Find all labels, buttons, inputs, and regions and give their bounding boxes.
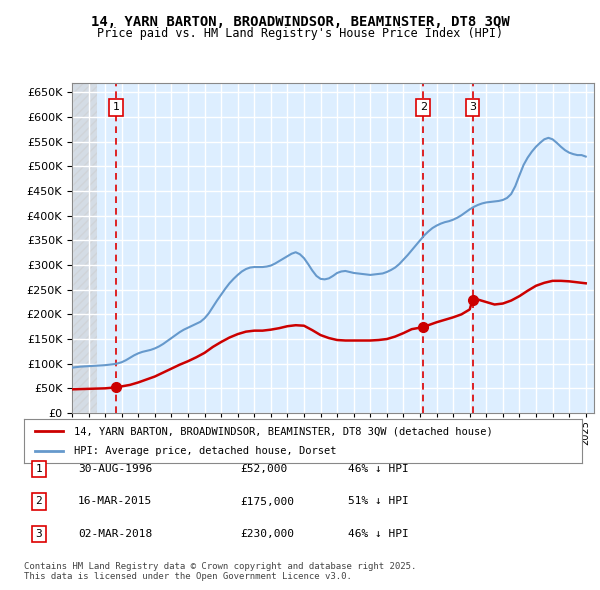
Text: 30-AUG-1996: 30-AUG-1996 — [78, 464, 152, 474]
Bar — [72, 83, 97, 413]
Text: HPI: Average price, detached house, Dorset: HPI: Average price, detached house, Dors… — [74, 446, 337, 455]
Text: 3: 3 — [469, 102, 476, 112]
Text: 51% ↓ HPI: 51% ↓ HPI — [348, 497, 409, 506]
Text: £230,000: £230,000 — [240, 529, 294, 539]
Text: 02-MAR-2018: 02-MAR-2018 — [78, 529, 152, 539]
Text: 46% ↓ HPI: 46% ↓ HPI — [348, 529, 409, 539]
Text: Contains HM Land Registry data © Crown copyright and database right 2025.
This d: Contains HM Land Registry data © Crown c… — [24, 562, 416, 581]
Text: 3: 3 — [35, 529, 43, 539]
Text: 14, YARN BARTON, BROADWINDSOR, BEAMINSTER, DT8 3QW: 14, YARN BARTON, BROADWINDSOR, BEAMINSTE… — [91, 15, 509, 29]
Text: 16-MAR-2015: 16-MAR-2015 — [78, 497, 152, 506]
Text: 1: 1 — [35, 464, 43, 474]
Text: 1: 1 — [113, 102, 119, 112]
Text: Price paid vs. HM Land Registry's House Price Index (HPI): Price paid vs. HM Land Registry's House … — [97, 27, 503, 40]
Text: £175,000: £175,000 — [240, 497, 294, 506]
Text: 46% ↓ HPI: 46% ↓ HPI — [348, 464, 409, 474]
Text: 14, YARN BARTON, BROADWINDSOR, BEAMINSTER, DT8 3QW (detached house): 14, YARN BARTON, BROADWINDSOR, BEAMINSTE… — [74, 427, 493, 436]
Text: £52,000: £52,000 — [240, 464, 287, 474]
Text: 2: 2 — [420, 102, 427, 112]
Text: 2: 2 — [35, 497, 43, 506]
